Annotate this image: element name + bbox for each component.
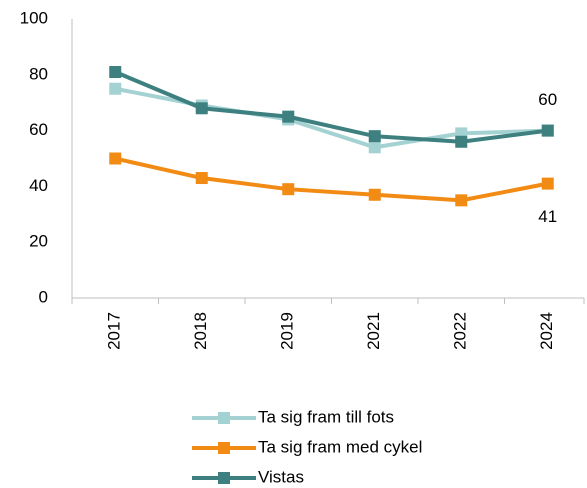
x-tick-label: 2019 xyxy=(278,312,297,350)
series-line xyxy=(114,156,549,203)
point-marker xyxy=(109,66,122,79)
x-tick-label: 2018 xyxy=(191,312,210,350)
data-label: 41 xyxy=(538,207,557,226)
point-marker xyxy=(282,110,295,123)
legend-marker xyxy=(218,442,230,454)
point-marker xyxy=(455,135,468,148)
point-marker xyxy=(455,194,468,207)
legend-marker xyxy=(218,472,230,484)
point-marker xyxy=(109,152,122,165)
x-tick-label: 2021 xyxy=(364,312,383,350)
series-line xyxy=(114,70,549,144)
x-tick-label: 2022 xyxy=(451,312,470,350)
legend-label: Vistas xyxy=(258,467,304,486)
legend-marker xyxy=(218,412,230,424)
point-marker xyxy=(368,130,381,143)
y-tick-label: 80 xyxy=(29,64,48,83)
y-tick-label: 40 xyxy=(29,176,48,195)
point-marker xyxy=(282,183,295,196)
x-tick-label: 2024 xyxy=(537,312,556,350)
point-marker xyxy=(368,141,381,154)
y-tick-label: 60 xyxy=(29,120,48,139)
legend-label: Ta sig fram med cykel xyxy=(258,437,422,456)
x-tick-label: 2017 xyxy=(105,312,124,350)
point-marker xyxy=(541,124,554,137)
point-marker xyxy=(541,177,554,190)
y-tick-label: 20 xyxy=(29,232,48,251)
y-tick-label: 100 xyxy=(20,8,48,27)
point-marker xyxy=(195,172,208,185)
point-marker xyxy=(195,102,208,115)
data-label: 60 xyxy=(538,90,557,109)
y-tick-label: 0 xyxy=(39,287,48,306)
legend-label: Ta sig fram till fots xyxy=(258,407,394,426)
point-marker xyxy=(368,188,381,201)
point-marker xyxy=(109,82,122,95)
